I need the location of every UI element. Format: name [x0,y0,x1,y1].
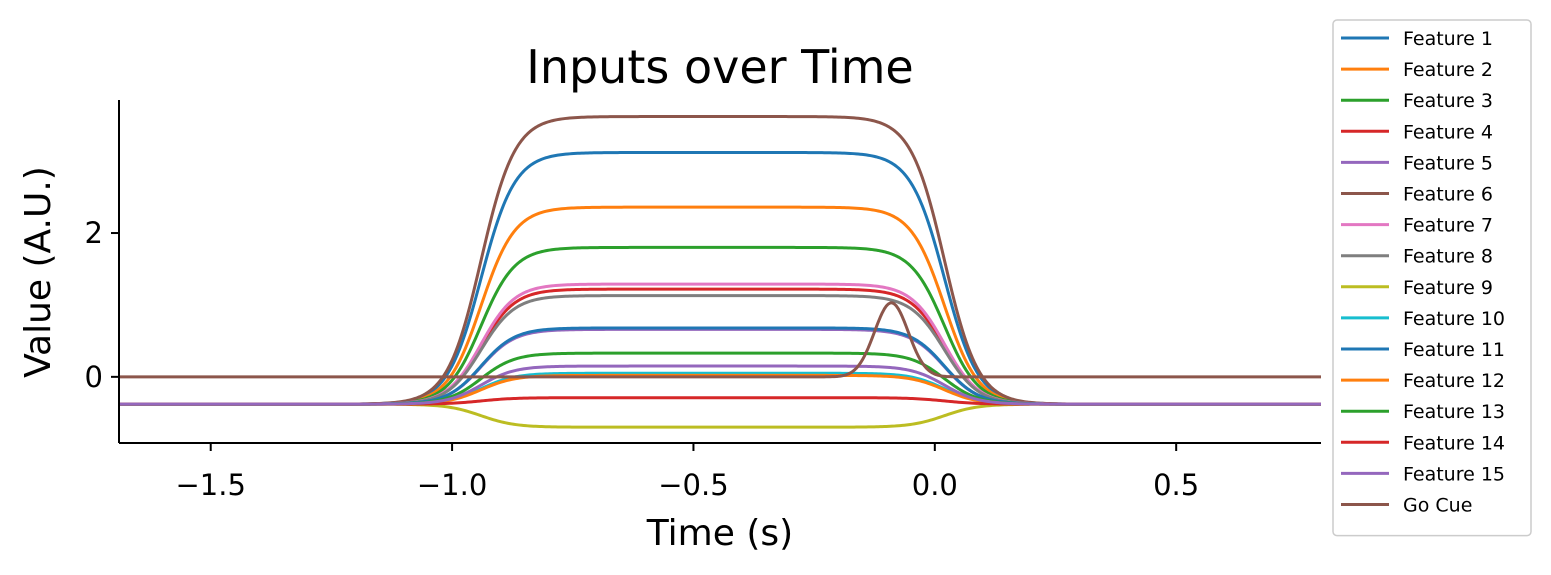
legend: Feature 1 Feature 2 Feature 3 Feature 4 Feat… [1332,19,1532,537]
legend-entry-label: Feature 8 [1403,246,1493,268]
legend-entry-label: Feature 13 [1403,401,1505,423]
legend-entry-label: Feature 6 [1403,184,1493,206]
legend-entry-label: Feature 12 [1403,370,1505,392]
series-line [119,115,1321,406]
x-tick-label: 0.5 [1153,468,1199,502]
series-lines [119,115,1321,429]
legend-entry-label: Go Cue [1403,495,1472,517]
legend-entry-label: Feature 9 [1403,277,1493,299]
legend-entry-label: Feature 10 [1403,308,1505,330]
series-line [119,245,1321,406]
legend-entry-label: Feature 15 [1403,463,1505,485]
legend-entry-label: Feature 5 [1403,152,1493,174]
series-line [119,402,1321,429]
legend-entry-label: Feature 14 [1403,432,1505,454]
chart-title: Inputs over Time [526,40,913,94]
x-ticks: −1.5 −1.0 −0.5 0.0 0.5 [176,443,1199,502]
x-tick-label: −1.0 [417,468,487,502]
legend-entry-label: Feature 7 [1403,215,1493,237]
x-tick-label: −0.5 [658,468,728,502]
legend-box [1332,19,1532,537]
series-line [119,287,1321,406]
x-tick-label: −1.5 [176,468,246,502]
legend-entry-label: Feature 4 [1403,121,1493,143]
series-line [119,282,1321,406]
series-line [119,294,1321,406]
series-line [119,373,1321,406]
legend-entry-label: Feature 11 [1403,339,1505,361]
y-tick-label: 0 [85,360,103,394]
series-line [119,301,1321,379]
y-tick-label: 2 [85,216,103,250]
y-ticks: 02 [85,216,119,394]
x-tick-label: 0.0 [912,468,958,502]
axes: −1.5 −1.0 −0.5 0.0 0.5 02 [85,100,1321,502]
legend-entry-label: Feature 2 [1403,59,1493,81]
series-line [119,364,1321,406]
legend-entry-label: Feature 1 [1403,28,1493,50]
legend-entry-label: Feature 3 [1403,90,1493,112]
y-axis-label: Value (A.U.) [18,166,59,378]
x-axis-label: Time (s) [646,513,793,554]
